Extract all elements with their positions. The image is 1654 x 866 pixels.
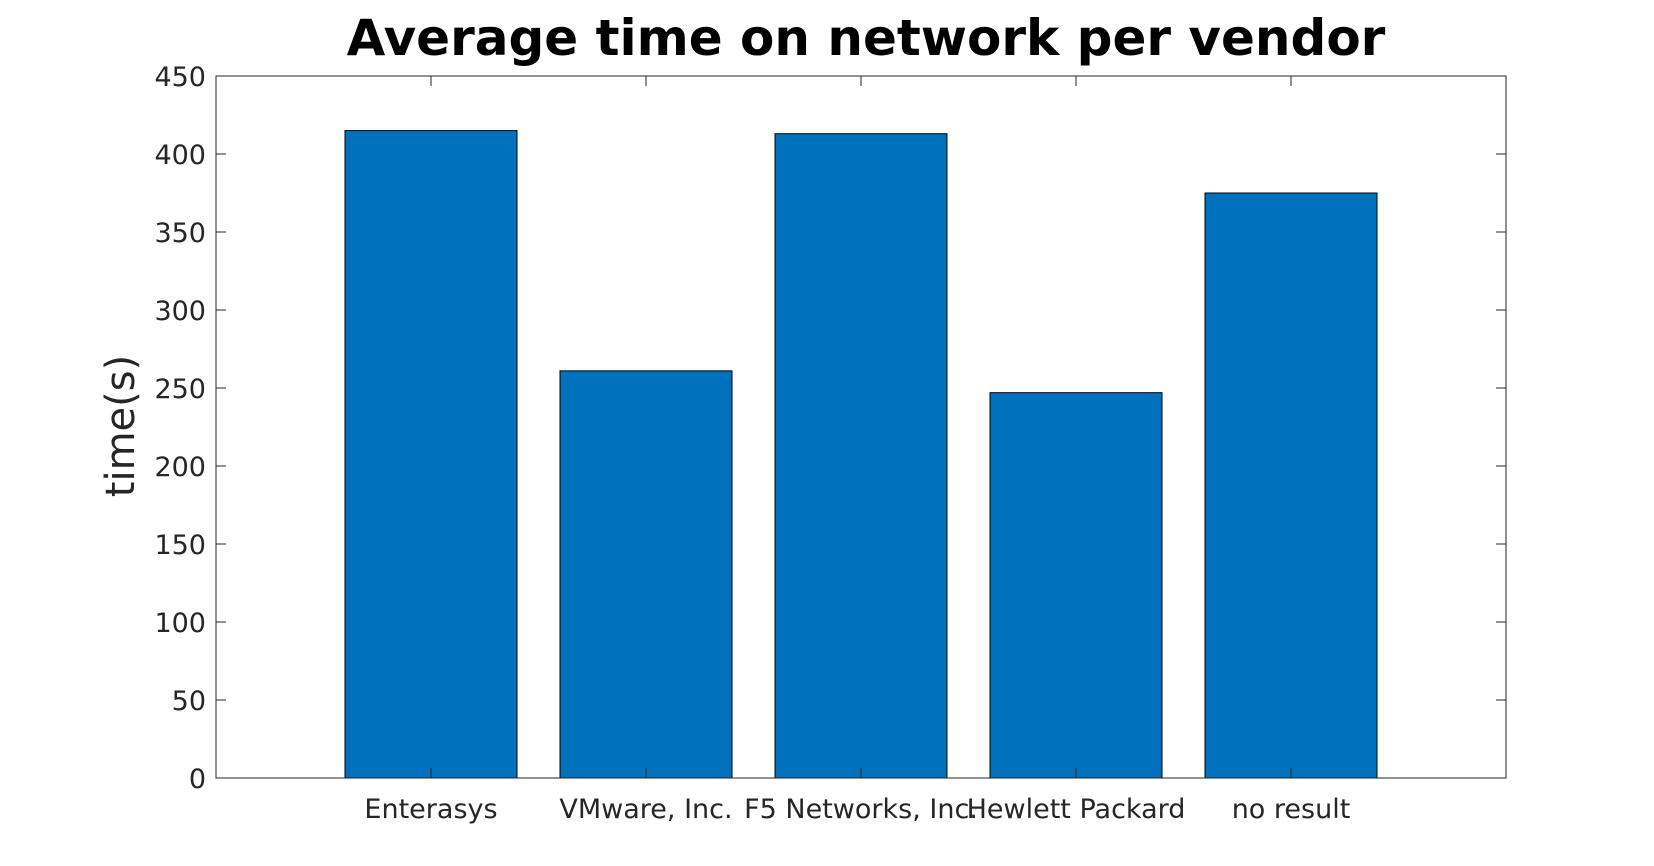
bar-2 (559, 370, 733, 779)
y-tick-label: 100 (154, 608, 206, 639)
bar-1 (344, 130, 518, 779)
y-tick-label: 450 (154, 62, 206, 93)
y-tick-label: 0 (189, 764, 206, 795)
ticks-group: Enterasys VMware, Inc. F5 Networks, Inc.He… (154, 62, 1506, 825)
x-tick-label: VMware, Inc. (559, 794, 732, 825)
y-tick-label: 250 (154, 374, 206, 405)
x-tick-label: no result (1232, 794, 1351, 825)
x-tick-label: F5 Networks, Inc. (744, 794, 978, 825)
x-tick-label: Enterasys (364, 794, 497, 825)
y-tick-label: 150 (154, 530, 206, 561)
y-tick-label: 300 (154, 296, 206, 327)
bar-3 (774, 133, 948, 779)
y-tick-label: 350 (154, 218, 206, 249)
x-tick-label: Hewlett Packard (967, 794, 1186, 825)
y-tick-label: 50 (172, 686, 206, 717)
y-axis-label: time(s) (98, 355, 144, 497)
bar-5 (1204, 192, 1378, 779)
y-tick-label: 400 (154, 140, 206, 171)
bars-group (344, 130, 1378, 779)
chart-title: Average time on network per vendor (347, 9, 1386, 67)
plot-frame (215, 75, 1507, 779)
y-tick-label: 200 (154, 452, 206, 483)
bar-4 (989, 392, 1163, 779)
